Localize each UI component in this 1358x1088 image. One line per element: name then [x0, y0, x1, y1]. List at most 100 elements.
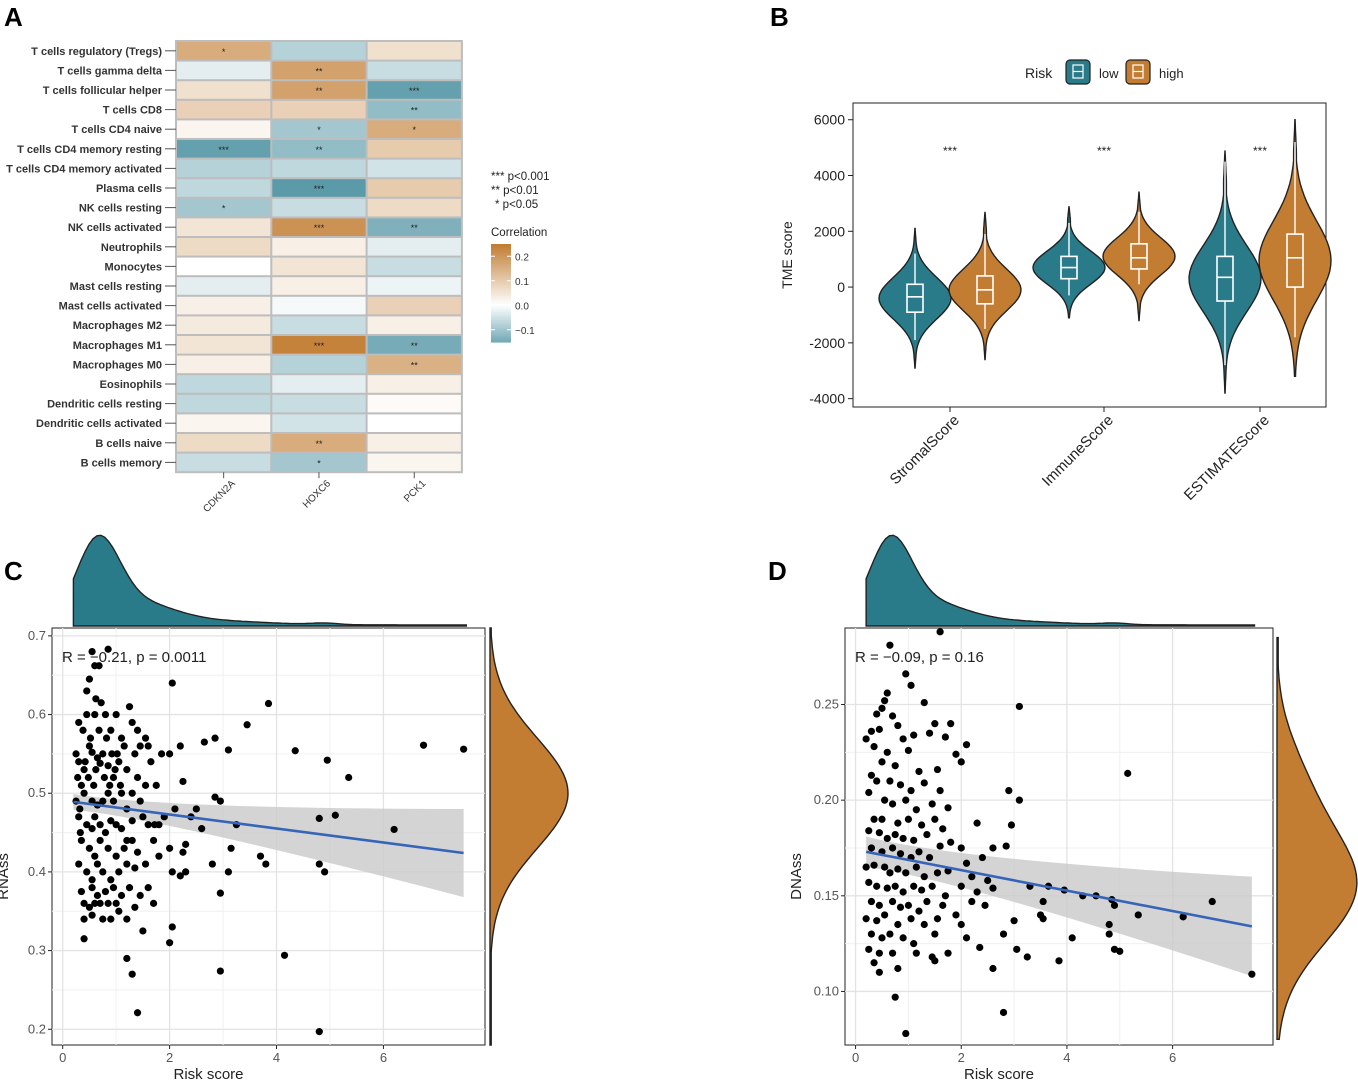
data-point: [888, 897, 897, 906]
data-point: [968, 873, 976, 881]
y-axis-tick-label: 0.10: [814, 983, 839, 998]
correlation-gradient-step: [491, 334, 511, 337]
heatmap-row-label: Macrophages M1: [73, 340, 162, 352]
data-point: [131, 864, 139, 872]
heatmap-cell: [272, 453, 366, 472]
data-point: [79, 726, 87, 734]
data-point: [867, 844, 876, 852]
panel-label-c: C: [4, 556, 23, 586]
heatmap-significance-mark: *: [412, 125, 416, 135]
data-point: [157, 750, 166, 758]
data-point: [973, 819, 981, 827]
data-point: [928, 882, 936, 890]
correlation-gradient-step: [491, 304, 511, 307]
data-point: [912, 806, 920, 814]
heatmap-cell: [177, 198, 271, 217]
data-point: [939, 825, 947, 833]
data-point: [117, 891, 126, 900]
y-axis-title: DNAss: [788, 853, 805, 900]
heatmap-cell: [177, 414, 271, 432]
box-high: [1286, 233, 1304, 288]
data-point: [128, 789, 136, 797]
data-point: [101, 710, 110, 719]
heatmap-significance-mark: *: [317, 458, 321, 468]
data-point: [331, 811, 339, 819]
correlation-gradient-step: [491, 286, 511, 289]
heatmap-cell: [272, 375, 366, 393]
data-point: [944, 949, 952, 957]
data-point: [216, 797, 224, 805]
data-point: [77, 836, 86, 845]
data-point: [264, 699, 273, 708]
heatmap-cell: [177, 277, 271, 295]
data-point: [151, 821, 159, 829]
regression-line: [73, 800, 464, 855]
data-point: [133, 848, 142, 856]
data-point: [936, 842, 944, 850]
data-point: [107, 726, 115, 734]
data-point: [83, 710, 91, 719]
data-point: [123, 860, 131, 868]
data-point: [925, 729, 934, 737]
data-point: [141, 781, 150, 789]
data-point: [123, 954, 131, 963]
data-point: [867, 897, 876, 906]
data-point: [171, 805, 179, 813]
data-point: [947, 838, 955, 846]
data-point: [902, 1029, 910, 1038]
data-point: [883, 748, 891, 756]
data-point: [80, 915, 88, 923]
data-point: [1013, 945, 1021, 953]
data-point: [115, 868, 123, 876]
data-point: [83, 821, 91, 829]
data-point: [888, 800, 897, 808]
data-point: [168, 868, 176, 876]
data-point: [75, 758, 83, 766]
data-point: [216, 967, 224, 975]
data-point: [166, 844, 174, 852]
panel-label-d: D: [768, 556, 787, 586]
heatmap-row-label: T cells CD4 memory activated: [6, 163, 162, 175]
heatmap-cell: [272, 355, 366, 374]
correlation-gradient-step: [491, 314, 511, 317]
data-point: [291, 747, 299, 755]
heatmap-cell: [177, 434, 271, 452]
data-point: [80, 935, 88, 943]
x-axis-tick-label: 0: [852, 1050, 859, 1065]
heatmap-col-label: HOXC6: [301, 478, 333, 510]
data-point: [1116, 947, 1124, 955]
heatmap-cell: [272, 316, 366, 334]
y-axis-tick-label: 0.4: [28, 864, 46, 879]
top-marginal-density: [72, 534, 468, 627]
data-point: [888, 844, 897, 852]
correlation-gradient-step: [491, 284, 511, 287]
data-point: [95, 726, 103, 734]
data-point: [128, 836, 136, 845]
data-point: [104, 899, 112, 907]
y-axis-tick-label: 2000: [814, 223, 845, 239]
data-point: [123, 915, 131, 923]
data-point: [881, 911, 889, 919]
data-point: [262, 860, 270, 868]
data-point: [315, 860, 323, 868]
heatmap-row-label: Dendritic cells activated: [36, 418, 162, 430]
data-point: [99, 750, 107, 758]
y-axis-tick-label: -4000: [809, 391, 845, 407]
data-point: [90, 781, 98, 789]
data-point: [315, 1028, 323, 1036]
x-axis-tick-label: 6: [380, 1050, 387, 1065]
data-point: [104, 645, 112, 653]
correlation-gradient-step: [491, 276, 511, 279]
data-point: [75, 860, 83, 868]
data-point: [176, 872, 184, 880]
data-point: [91, 710, 99, 719]
data-point: [873, 917, 881, 925]
data-point: [93, 754, 102, 762]
data-point: [933, 869, 942, 877]
data-point: [886, 641, 894, 649]
heatmap-panel: T cells regulatory (Tregs) * T cells gamma…: [6, 40, 550, 515]
data-point: [862, 915, 870, 923]
data-point: [99, 797, 107, 805]
correlation-gradient-step: [491, 274, 511, 277]
heatmap-cell: [367, 159, 461, 178]
